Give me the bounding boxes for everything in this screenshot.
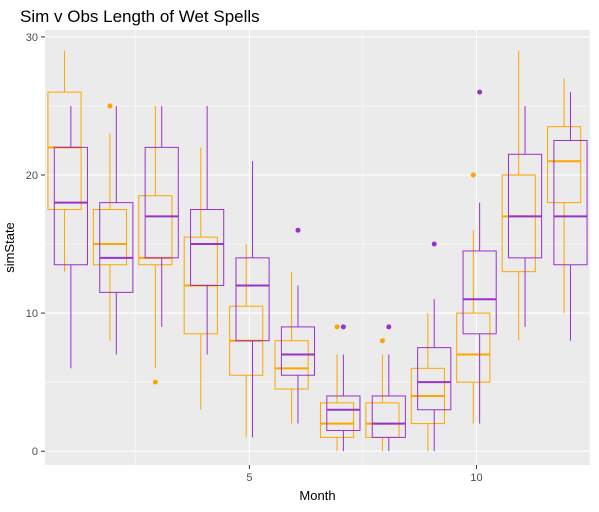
outlier-point — [386, 324, 392, 330]
box-obs-month-6 — [274, 271, 309, 424]
x-tick-label: 5 — [246, 472, 252, 484]
box-sim-month-5 — [235, 161, 270, 438]
box-sim-month-10 — [462, 89, 497, 424]
box-sim-month-1 — [53, 105, 88, 369]
outlier-point — [379, 338, 385, 344]
box-body — [190, 209, 225, 286]
box-obs-month-7 — [319, 324, 355, 452]
major-gridlines — [45, 30, 590, 465]
box-body — [138, 195, 173, 266]
box-body — [144, 146, 179, 259]
box-obs-month-2 — [92, 103, 128, 341]
y-tick-label: 0 — [32, 446, 38, 458]
box-body — [235, 257, 270, 342]
outlier-point — [334, 324, 340, 330]
box-sim-month-4 — [190, 105, 225, 355]
y-tick-label: 20 — [26, 170, 38, 182]
box-sim-month-3 — [144, 105, 179, 327]
outlier-point — [477, 89, 483, 95]
box-body — [371, 395, 406, 438]
box-sim-month-9 — [417, 241, 452, 452]
box-sim-month-2 — [99, 105, 134, 355]
box-body — [53, 146, 88, 266]
outlier-point — [470, 172, 476, 178]
x-axis-ticks: 5 10 — [246, 465, 483, 484]
box-body — [417, 347, 452, 411]
y-tick-label: 30 — [26, 32, 38, 44]
box-sim-month-6 — [280, 227, 316, 424]
x-axis-label: Month — [299, 488, 335, 503]
box-body — [274, 340, 309, 390]
box-sim-month-8 — [371, 324, 406, 452]
y-tick-label: 10 — [26, 308, 38, 320]
box-body — [99, 202, 134, 293]
minor-gridlines — [45, 30, 591, 465]
chart-title: Sim v Obs Length of Wet Spells — [20, 7, 260, 26]
box-obs-month-10 — [456, 172, 491, 424]
x-tick-label: 10 — [470, 472, 482, 484]
outlier-point — [295, 227, 301, 233]
box-layer — [47, 50, 588, 452]
box-body — [47, 91, 82, 211]
box-obs-month-9 — [410, 313, 445, 452]
box-body — [501, 174, 536, 273]
box-body — [280, 326, 316, 376]
box-body — [553, 139, 588, 266]
box-sim-month-12 — [553, 92, 588, 341]
y-axis-ticks: 0 10 20 30 — [26, 32, 45, 458]
box-body — [319, 402, 355, 438]
outlier-point — [152, 379, 158, 385]
box-obs-month-12 — [547, 78, 582, 314]
box-body — [326, 395, 361, 431]
box-sim-month-11 — [507, 105, 543, 327]
box-body — [547, 126, 582, 204]
box-body — [507, 153, 543, 259]
box-body — [92, 209, 128, 266]
box-body — [456, 312, 491, 383]
box-body — [462, 250, 497, 335]
outlier-point — [107, 103, 113, 109]
y-axis-label: simState — [2, 222, 17, 273]
box-sim-month-7 — [326, 324, 361, 452]
outlier-point — [431, 241, 437, 247]
outlier-point — [340, 324, 346, 330]
